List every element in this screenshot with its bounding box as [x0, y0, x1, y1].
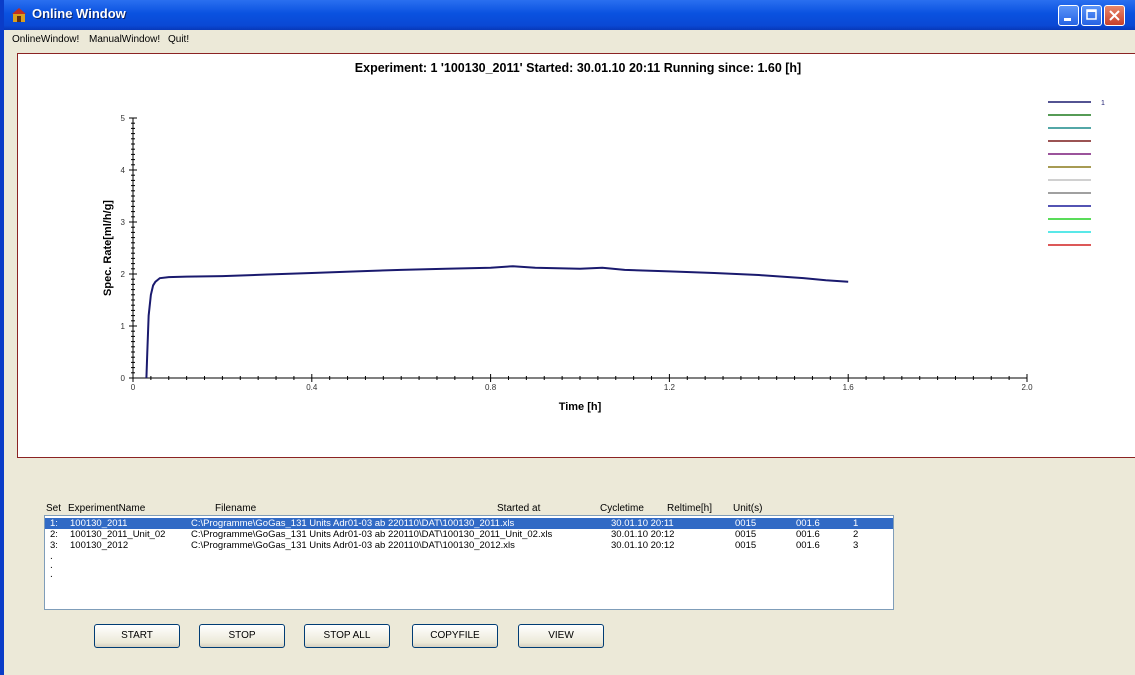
y-tick-label: 1 — [121, 322, 126, 331]
menu-manual-window[interactable]: ManualWindow! — [89, 34, 161, 45]
x-tick-label: 2.0 — [1021, 383, 1033, 392]
legend-label: 1 — [1101, 100, 1105, 107]
list-item[interactable]: 1: 100130_2011 C:\Programme\GoGas_131 Un… — [45, 518, 893, 529]
minimize-button[interactable] — [1058, 5, 1079, 26]
y-tick-label: 2 — [121, 270, 126, 279]
x-axis-label: Time [h] — [559, 401, 602, 413]
header-filename: Filename — [215, 503, 257, 514]
list-item-placeholder: . — [50, 560, 53, 571]
experiment-list[interactable]: 1: 100130_2011 C:\Programme\GoGas_131 Un… — [44, 515, 894, 610]
x-tick-label: 0 — [131, 383, 136, 392]
header-started-at: Started at — [497, 503, 541, 514]
maximize-button[interactable] — [1081, 5, 1102, 26]
chart-panel: Experiment: 1 '100130_2011' Started: 30.… — [17, 53, 1135, 458]
x-tick-label: 1.6 — [843, 383, 855, 392]
header-units: Unit(s) — [733, 503, 763, 514]
menu-bar: OnlineWindow! ManualWindow! Quit! — [4, 30, 1135, 48]
maximize-icon — [1086, 9, 1097, 20]
title-bar[interactable]: Online Window — [4, 0, 1135, 30]
x-tick-label: 0.8 — [485, 383, 497, 392]
y-tick-label: 5 — [121, 114, 126, 123]
x-tick-label: 0.4 — [306, 383, 318, 392]
list-item[interactable]: 3: 100130_2012 C:\Programme\GoGas_131 Un… — [50, 540, 859, 551]
close-icon — [1109, 10, 1120, 21]
close-button[interactable] — [1104, 5, 1125, 26]
y-tick-label: 3 — [121, 218, 126, 227]
view-button[interactable]: VIEW — [518, 624, 604, 648]
y-tick-label: 4 — [121, 166, 126, 175]
window-title: Online Window — [32, 6, 126, 21]
rate-chart: Experiment: 1 '100130_2011' Started: 30.… — [102, 61, 1105, 413]
list-item[interactable]: 2: 100130_2011_Unit_02 C:\Programme\GoGa… — [50, 529, 859, 540]
app-icon — [12, 8, 26, 22]
chart-title: Experiment: 1 '100130_2011' Started: 30.… — [355, 61, 801, 75]
list-item-placeholder: . — [50, 551, 53, 562]
header-cycletime: Cycletime — [600, 503, 644, 514]
stop-all-button[interactable]: STOP ALL — [304, 624, 390, 648]
minimize-icon — [1064, 18, 1071, 21]
copyfile-button[interactable]: COPYFILE — [412, 624, 498, 648]
list-item-placeholder: . — [50, 569, 53, 580]
series-line-1 — [145, 265, 849, 379]
menu-quit[interactable]: Quit! — [168, 34, 190, 45]
start-button[interactable]: START — [94, 624, 180, 648]
x-tick-label: 1.2 — [664, 383, 676, 392]
stop-button[interactable]: STOP — [199, 624, 285, 648]
y-tick-label: 0 — [121, 374, 126, 383]
header-experiment-name: ExperimentName — [68, 503, 146, 514]
header-set: Set — [46, 503, 62, 514]
header-reltime: Reltime[h] — [667, 503, 713, 514]
y-axis-label: Spec. Rate[ml/h/g] — [102, 200, 114, 296]
menu-online-window[interactable]: OnlineWindow! — [12, 34, 80, 45]
